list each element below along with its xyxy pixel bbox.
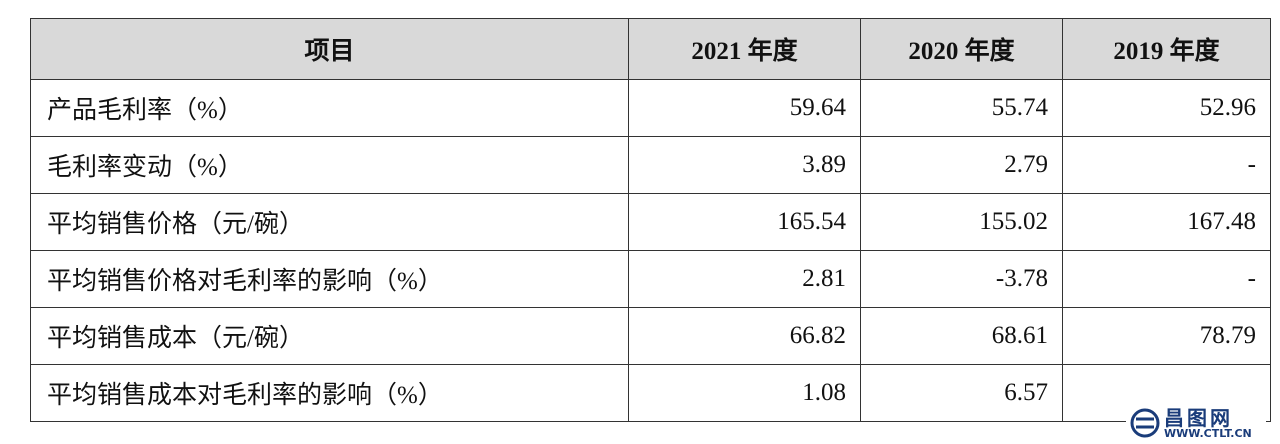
data-table: 项目 2021 年度 2020 年度 2019 年度 产品毛利率（%） 59.64 55.… bbox=[30, 18, 1271, 422]
header-row: 项目 2021 年度 2020 年度 2019 年度 bbox=[30, 18, 1271, 80]
column-header: 2021 年度 bbox=[628, 18, 861, 80]
cell: 2.81 bbox=[628, 250, 861, 308]
cell: 59.64 bbox=[628, 79, 861, 137]
watermark-url: WWW.CTLT.CN bbox=[1164, 427, 1252, 440]
table-row: 平均销售成本（元/碗） 66.82 68.61 78.79 bbox=[30, 307, 1271, 365]
cell: 55.74 bbox=[860, 79, 1063, 137]
column-header: 2020 年度 bbox=[860, 18, 1063, 80]
column-header: 项目 bbox=[30, 18, 629, 80]
table-row: 产品毛利率（%） 59.64 55.74 52.96 bbox=[30, 79, 1271, 137]
cell: 52.96 bbox=[1062, 79, 1271, 137]
row-label: 平均销售成本对毛利率的影响（%） bbox=[30, 364, 629, 422]
row-label: 平均销售成本（元/碗） bbox=[30, 307, 629, 365]
cell: - bbox=[1062, 136, 1271, 194]
row-label: 产品毛利率（%） bbox=[30, 79, 629, 137]
cell: 155.02 bbox=[860, 193, 1063, 251]
cell: 167.48 bbox=[1062, 193, 1271, 251]
table-row: 毛利率变动（%） 3.89 2.79- bbox=[30, 136, 1271, 194]
cell: 2.79 bbox=[860, 136, 1063, 194]
watermark: 昌图网 WWW.CTLT.CN bbox=[1126, 402, 1266, 442]
row-label: 毛利率变动（%） bbox=[30, 136, 629, 194]
column-header: 2019 年度 bbox=[1062, 18, 1271, 80]
cell: -3.78 bbox=[860, 250, 1063, 308]
cell: 1.08 bbox=[628, 364, 861, 422]
table-row: 平均销售价格对毛利率的影响（%） 2.81 -3.78- bbox=[30, 250, 1271, 308]
cell: 68.61 bbox=[860, 307, 1063, 365]
watermark-name: 昌图网 bbox=[1164, 406, 1233, 430]
cell: 3.89 bbox=[628, 136, 861, 194]
cell: 66.82 bbox=[628, 307, 861, 365]
table-row: 平均销售成本对毛利率的影响（%） 1.08 6.57 bbox=[30, 364, 1271, 422]
table-row: 平均销售价格（元/碗） 165.54 155.02 167.48 bbox=[30, 193, 1271, 251]
cell: 78.79 bbox=[1062, 307, 1271, 365]
cell: - bbox=[1062, 250, 1271, 308]
row-label: 平均销售价格对毛利率的影响（%） bbox=[30, 250, 629, 308]
cell: 6.57 bbox=[860, 364, 1063, 422]
watermark-icon bbox=[1130, 408, 1160, 438]
row-label: 平均销售价格（元/碗） bbox=[30, 193, 629, 251]
table-body: 产品毛利率（%） 59.64 55.74 52.96 毛利率变动（%） 3.89 2.79-… bbox=[30, 79, 1271, 422]
cell: 165.54 bbox=[628, 193, 861, 251]
